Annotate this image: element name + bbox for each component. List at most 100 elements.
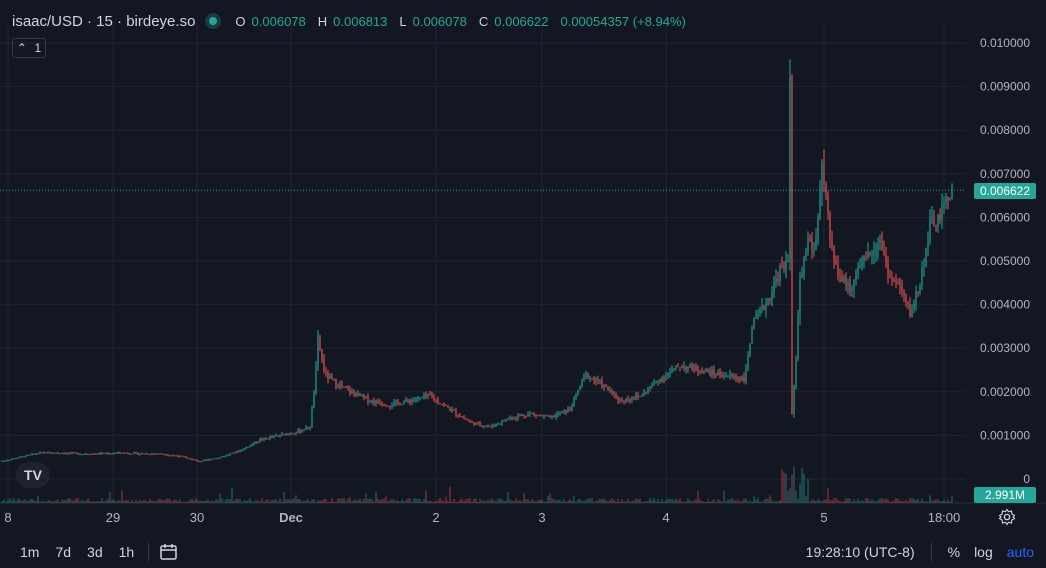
- clock-time[interactable]: 19:28:10 (UTC-8): [805, 543, 915, 560]
- volume-bar: [559, 499, 561, 503]
- candle-body: [537, 415, 539, 417]
- volume-bar: [265, 499, 267, 503]
- candle-body: [489, 425, 491, 427]
- candle-body: [87, 454, 89, 456]
- volume-bar: [839, 500, 841, 503]
- tradingview-logo[interactable]: TV: [16, 462, 50, 488]
- volume-bar: [99, 501, 101, 503]
- volume-bar: [101, 498, 103, 503]
- volume-bar: [483, 500, 485, 503]
- volume-bar: [257, 500, 259, 503]
- candle-body: [91, 453, 93, 455]
- candle-body: [527, 413, 529, 417]
- volume-bar: [947, 499, 949, 503]
- volume-bar: [635, 498, 637, 503]
- volume-bar: [531, 499, 533, 503]
- candle-body: [713, 369, 715, 374]
- volume-bar: [773, 501, 775, 503]
- candle-body: [893, 279, 895, 283]
- timeframe-3d[interactable]: 3d: [87, 543, 103, 560]
- date-range-icon[interactable]: [159, 543, 179, 561]
- timeframe-1h[interactable]: 1h: [118, 543, 135, 560]
- volume-bar: [321, 500, 323, 503]
- candle-body: [313, 393, 315, 408]
- volume-bar: [667, 498, 669, 503]
- volume-bar: [669, 498, 671, 503]
- volume-bar: [377, 498, 379, 503]
- candle-body: [21, 456, 23, 458]
- volume-bar: [221, 498, 223, 503]
- candle-body: [451, 409, 453, 411]
- volume-bar: [207, 499, 209, 503]
- volume-bar: [761, 501, 763, 503]
- volume-bar: [425, 490, 427, 503]
- volume-bar: [79, 501, 81, 503]
- candle-body: [491, 425, 493, 427]
- candle-body: [895, 282, 897, 284]
- price-chart[interactable]: 0.010000 0.009000 0.008000 0.007000 0.006000…: [0, 0, 1046, 535]
- timeframe-7d[interactable]: 7d: [55, 543, 72, 560]
- volume-bar: [881, 498, 883, 503]
- volume-bar: [603, 498, 605, 503]
- candle-body: [835, 261, 837, 265]
- candle-body: [13, 458, 15, 460]
- volume-bar: [317, 500, 319, 503]
- candle-body: [721, 374, 723, 377]
- candle-body: [171, 455, 173, 457]
- x-tick-label: 5: [820, 510, 827, 525]
- log-scale-button[interactable]: log: [974, 543, 993, 560]
- volume-bar: [713, 499, 715, 503]
- auto-scale-button[interactable]: auto: [1006, 543, 1034, 560]
- percent-scale-button[interactable]: %: [947, 543, 961, 560]
- volume-bar: [561, 501, 563, 503]
- volume-bar: [447, 501, 449, 503]
- volume-bar: [309, 501, 311, 503]
- candle-body: [301, 430, 303, 433]
- symbol-title[interactable]: isaac/USD · 15 · birdeye.so: [12, 12, 196, 30]
- candle-body: [927, 240, 929, 249]
- candle-body: [367, 396, 369, 402]
- candle-body: [123, 452, 125, 454]
- candle-body: [51, 453, 53, 455]
- candle-body: [887, 262, 889, 276]
- volume-bar: [593, 501, 595, 503]
- candle-body: [467, 419, 469, 422]
- candle-body: [369, 401, 371, 403]
- timeframe-1m[interactable]: 1m: [20, 543, 40, 560]
- candle-body: [479, 422, 481, 426]
- candle-body: [397, 401, 399, 403]
- volume-bar: [37, 496, 39, 503]
- candle-body: [931, 217, 933, 219]
- candle-body: [187, 458, 189, 460]
- volume-bar: [877, 500, 879, 503]
- candle-body: [179, 455, 181, 457]
- candle-body: [541, 415, 543, 417]
- volume-bar: [785, 473, 787, 503]
- volume-bar: [119, 500, 121, 503]
- candle-body: [529, 413, 531, 415]
- candle-body: [73, 452, 75, 454]
- candle-body: [341, 384, 343, 387]
- candle-body: [29, 454, 31, 456]
- candle-body: [145, 453, 147, 455]
- volume-bar: [159, 498, 161, 503]
- candle-body: [77, 453, 79, 455]
- settings-gear-icon[interactable]: [998, 508, 1016, 526]
- volume-bar: [225, 499, 227, 503]
- candle-body: [569, 408, 571, 410]
- y-tick-label: 0.004000: [980, 298, 1030, 312]
- x-tick-label: 30: [190, 510, 204, 525]
- candle-body: [253, 442, 255, 445]
- volume-bar: [777, 501, 779, 503]
- candle-body: [469, 421, 471, 423]
- volume-bar: [765, 498, 767, 503]
- candle-body: [555, 414, 557, 418]
- candle-body: [875, 250, 877, 252]
- candle-body: [241, 450, 243, 452]
- candle-body: [643, 391, 645, 396]
- candle-body: [289, 433, 291, 435]
- collapse-legend-button[interactable]: ⌃ 1: [12, 38, 46, 58]
- candle-body: [127, 453, 129, 455]
- candle-body: [911, 308, 913, 317]
- candle-body: [43, 452, 45, 454]
